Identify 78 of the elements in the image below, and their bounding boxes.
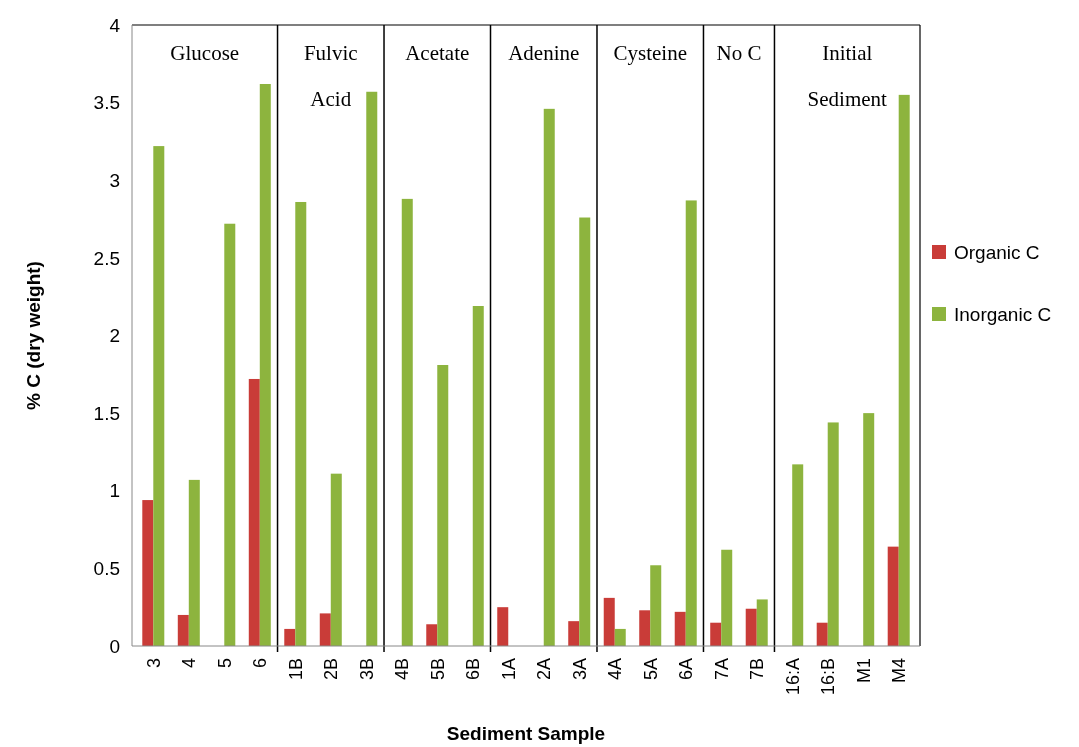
legend-label: Inorganic C xyxy=(954,303,1052,325)
bar xyxy=(177,614,189,646)
bar xyxy=(887,546,899,646)
y-tick-label: 3 xyxy=(109,169,120,191)
x-tick-label: 6A xyxy=(676,658,697,681)
bar xyxy=(827,422,839,646)
y-axis-title: % C (dry weight) xyxy=(23,261,44,410)
y-tick-label: 2.5 xyxy=(93,247,120,269)
y-tick-label: 2 xyxy=(109,325,120,347)
bar xyxy=(426,624,438,646)
annotation: Fulvic Acid xyxy=(303,41,358,111)
bar xyxy=(710,622,722,646)
bar xyxy=(603,597,615,646)
y-tick-label: 0.5 xyxy=(93,558,120,580)
x-tick-label: 2A xyxy=(534,658,555,681)
x-tick-label: 4 xyxy=(179,658,200,669)
x-tick-label: 1A xyxy=(498,658,519,681)
x-tick-label: 5 xyxy=(214,658,235,669)
x-tick-label: 3B xyxy=(356,658,377,681)
x-tick-label: 3 xyxy=(143,658,164,669)
bar xyxy=(259,84,271,646)
bar xyxy=(224,223,236,646)
x-tick-label: M4 xyxy=(889,658,909,684)
x-tick-label: 6B xyxy=(463,658,484,681)
bar xyxy=(816,622,828,646)
bar xyxy=(295,201,307,646)
bar xyxy=(639,610,651,646)
bar xyxy=(650,565,662,646)
x-tick-label: 3A xyxy=(569,658,590,681)
bar xyxy=(756,599,768,646)
annotation: Adenine xyxy=(508,41,580,65)
bar xyxy=(401,198,413,646)
annotation: Acetate xyxy=(405,41,470,65)
bar xyxy=(674,611,686,646)
bar xyxy=(284,628,296,646)
x-tick-label: 4B xyxy=(392,658,413,681)
x-tick-label: 7A xyxy=(711,658,732,681)
x-tick-label: 1B xyxy=(285,658,306,681)
bar xyxy=(319,613,331,646)
bar xyxy=(685,200,697,646)
annotation: Cysteine xyxy=(613,41,687,65)
bar xyxy=(898,94,910,646)
bar xyxy=(437,365,449,646)
y-tick-label: 3.5 xyxy=(93,92,120,114)
bar xyxy=(543,108,555,646)
x-tick-label: 16:B xyxy=(818,658,839,696)
annotation: Glucose xyxy=(170,41,240,65)
legend-label: Organic C xyxy=(954,241,1040,263)
x-tick-label: 7B xyxy=(747,658,768,681)
bar xyxy=(745,608,757,646)
y-tick-label: 4 xyxy=(109,14,121,36)
x-tick-label: 4A xyxy=(605,658,626,681)
x-tick-label: 5A xyxy=(640,658,661,681)
x-tick-label: M1 xyxy=(853,658,874,684)
bar xyxy=(614,628,626,646)
y-tick-label: 1.5 xyxy=(93,402,120,424)
x-tick-label: 5B xyxy=(427,658,448,681)
annotation: Initial Sediment xyxy=(807,41,888,111)
y-tick-label: 1 xyxy=(109,480,120,502)
bar xyxy=(579,217,591,646)
x-tick-label: 16:A xyxy=(782,658,803,696)
bar xyxy=(188,479,200,646)
bar xyxy=(248,378,260,646)
bar xyxy=(792,464,804,646)
bar xyxy=(366,91,378,646)
y-tick-label: 0 xyxy=(109,635,120,657)
bar xyxy=(568,621,580,646)
bar xyxy=(153,146,165,646)
bar xyxy=(330,473,342,646)
annotation: No C xyxy=(716,41,762,65)
bar xyxy=(497,607,509,646)
bar xyxy=(863,413,875,646)
bar xyxy=(721,549,733,646)
x-tick-label: 6 xyxy=(250,658,271,669)
x-axis-title: Sediment Sample xyxy=(446,723,606,744)
bar xyxy=(472,306,484,646)
bar xyxy=(142,500,154,646)
x-tick-label: 2B xyxy=(321,658,342,681)
